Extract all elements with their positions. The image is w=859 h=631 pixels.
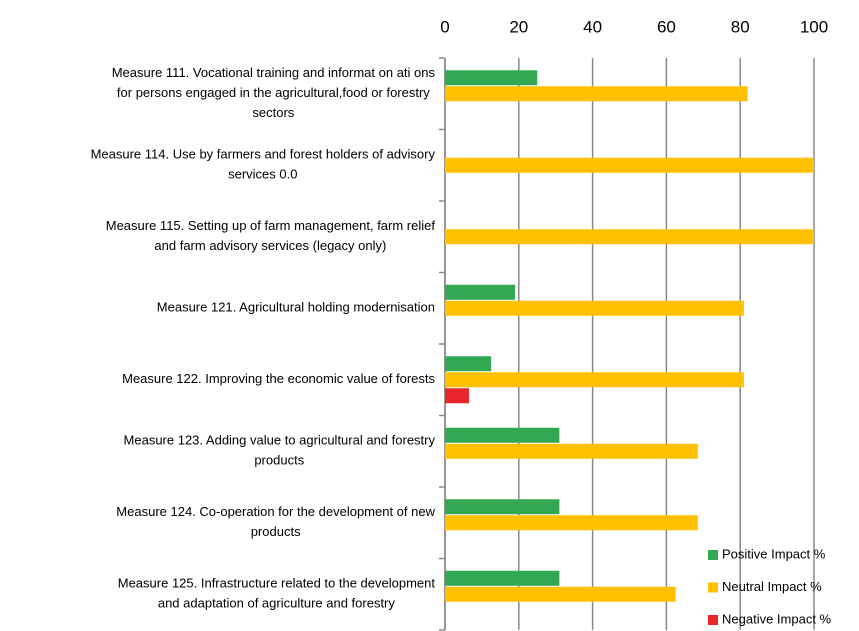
bar xyxy=(445,586,676,602)
y-tick-label: Measure 111. Vocational training and inf… xyxy=(112,65,436,120)
bar xyxy=(445,157,814,173)
x-tick-label: 80 xyxy=(731,17,750,36)
y-tick-label: Measure 115. Setting up of farm manageme… xyxy=(106,218,436,253)
x-tick-label: 100 xyxy=(800,17,828,36)
bar xyxy=(445,70,538,86)
y-tick-label: Measure 121. Agricultural holding modern… xyxy=(157,300,435,315)
bar xyxy=(445,570,560,586)
bar xyxy=(445,284,516,300)
y-tick-label: Measure 124. Co-operation for the develo… xyxy=(116,504,435,539)
label-line: Measure 123. Adding value to agricultura… xyxy=(124,433,436,448)
bar xyxy=(445,86,748,102)
label-line: services 0.0 xyxy=(228,167,297,182)
legend-swatch xyxy=(708,582,718,593)
x-tick-label: 40 xyxy=(583,17,602,36)
label-line: and adaptation of agriculture and forest… xyxy=(158,596,396,611)
label-line: Measure 122. Improving the economic valu… xyxy=(122,371,435,386)
legend-label: Positive Impact % xyxy=(722,546,826,561)
x-tick-label: 20 xyxy=(509,17,528,36)
y-tick-label: Measure 123. Adding value to agricultura… xyxy=(124,433,436,468)
bar xyxy=(445,372,744,388)
bar xyxy=(445,356,492,372)
legend-swatch xyxy=(708,550,718,560)
label-line: for persons engaged in the agricultural,… xyxy=(117,85,430,100)
bar xyxy=(445,388,469,404)
bar xyxy=(445,499,560,515)
x-tick-label: 60 xyxy=(657,17,676,36)
label-line: Measure 121. Agricultural holding modern… xyxy=(157,300,435,315)
bar xyxy=(445,443,698,459)
legend-label: Neutral Impact % xyxy=(722,579,822,594)
x-tick-label: 0 xyxy=(440,17,449,36)
label-line: products xyxy=(251,524,301,539)
label-line: products xyxy=(254,453,304,468)
label-line: sectors xyxy=(252,105,294,120)
label-line: Measure 125. Infrastructure related to t… xyxy=(118,576,436,591)
bar xyxy=(445,515,698,531)
bar xyxy=(445,300,744,316)
label-line: Measure 124. Co-operation for the develo… xyxy=(116,504,435,519)
label-line: Measure 115. Setting up of farm manageme… xyxy=(106,218,436,233)
label-line: Measure 111. Vocational training and inf… xyxy=(112,65,436,80)
label-line: and farm advisory services (legacy only) xyxy=(154,238,386,253)
bar xyxy=(445,229,814,245)
label-line: Measure 114. Use by farmers and forest h… xyxy=(91,147,436,162)
y-tick-label: Measure 125. Infrastructure related to t… xyxy=(118,576,436,611)
y-tick-label: Measure 114. Use by farmers and forest h… xyxy=(91,147,436,182)
y-tick-label: Measure 122. Improving the economic valu… xyxy=(122,371,435,386)
legend-swatch xyxy=(708,615,718,625)
bar xyxy=(445,427,560,443)
legend-label: Negative Impact % xyxy=(722,611,832,626)
